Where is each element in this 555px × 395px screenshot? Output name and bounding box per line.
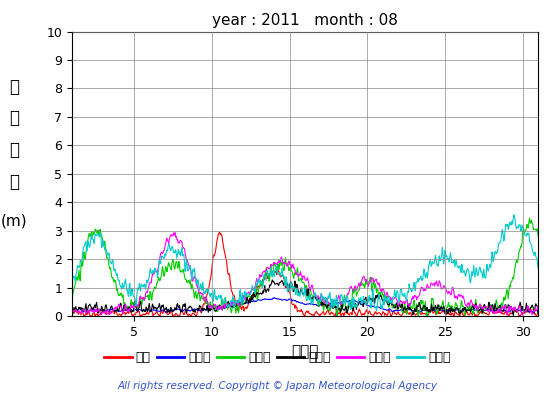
- X-axis label: （日）: （日）: [291, 344, 319, 359]
- Text: 有: 有: [9, 78, 19, 96]
- Legend: 松前, 江ノ島, 石廣導, 経ヶ岸, 福江島, 佐多岸: 松前, 江ノ島, 石廣導, 経ヶ岸, 福江島, 佐多岸: [99, 346, 456, 369]
- Title: year : 2011   month : 08: year : 2011 month : 08: [213, 13, 398, 28]
- Text: 波: 波: [9, 141, 19, 159]
- Text: (m): (m): [1, 214, 27, 229]
- Text: 高: 高: [9, 173, 19, 191]
- Text: All rights reserved. Copyright © Japan Meteorological Agency: All rights reserved. Copyright © Japan M…: [118, 381, 437, 391]
- Text: 義: 義: [9, 109, 19, 128]
